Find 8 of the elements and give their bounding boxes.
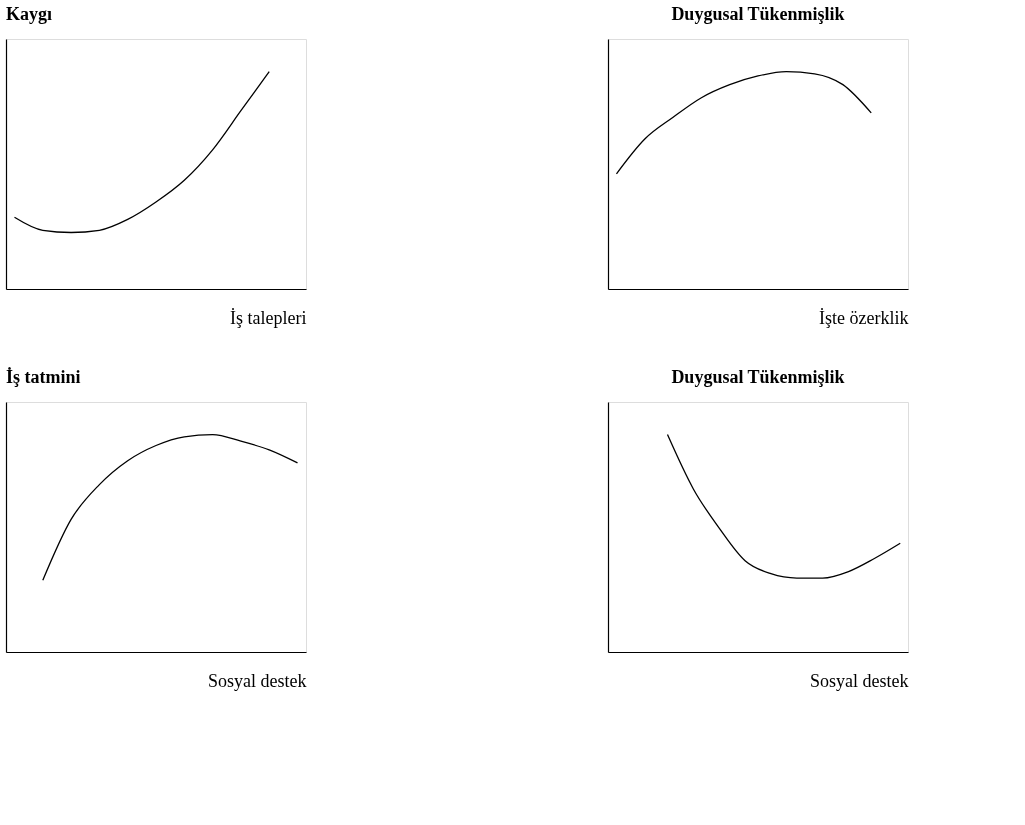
x-axis-title: Sosyal destek (810, 670, 909, 691)
x-axis-title: İş talepleri (230, 307, 307, 328)
chart-title: Duygusal Tükenmişlik (671, 367, 845, 387)
chart-title: İş tatmini (6, 367, 81, 387)
x-axis-title: İşte özerklik (819, 307, 909, 328)
chart-title: Duygusal Tükenmişlik (671, 4, 845, 24)
chart-title: Kaygı (6, 4, 53, 24)
x-axis-title: Sosyal destek (208, 670, 307, 691)
